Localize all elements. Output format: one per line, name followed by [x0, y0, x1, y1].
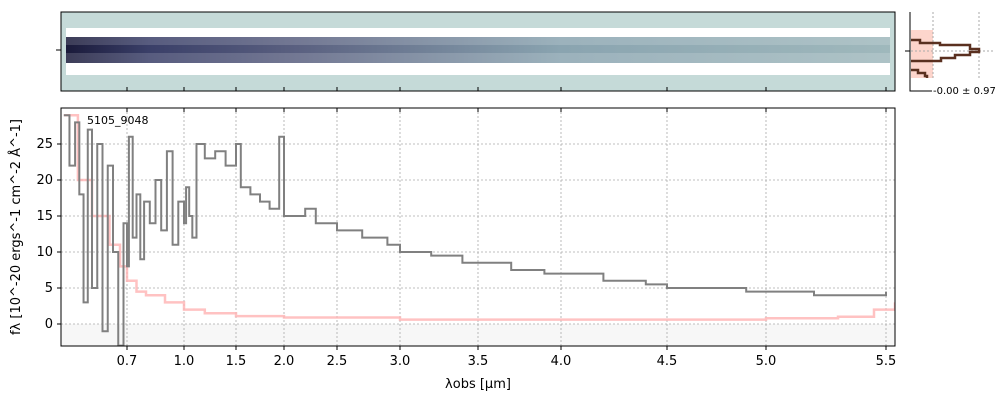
x-tick-label: 5.5: [876, 354, 897, 369]
y-tick-label: 0: [45, 317, 53, 332]
histogram-label: -0.00 ± 0.97: [933, 86, 996, 97]
y-axis-label: fλ [10^-20 ergs^-1 cm^-2 Å^-1]: [8, 119, 24, 335]
x-tick-label: 4.0: [551, 354, 572, 369]
x-axis-label: λobs [μm]: [445, 377, 511, 392]
histogram-steps: [911, 38, 981, 78]
x-tick-label: 1.0: [174, 354, 195, 369]
x-tick-label: 2.0: [274, 354, 295, 369]
error-spectrum-line: [63, 113, 895, 321]
x-tick-label: 1.5: [226, 354, 247, 369]
y-tick-label: 25: [36, 137, 53, 152]
y-tick-label: 20: [36, 173, 53, 188]
y-tick-label: 15: [36, 209, 53, 224]
x-tick-label: 3.5: [468, 354, 489, 369]
x-tick-label: 0.7: [117, 354, 138, 369]
2d-spectrum-panel: [56, 11, 896, 92]
plot-frame: [60, 107, 896, 347]
negative-region-shade: [61, 324, 895, 346]
x-tick-label: 3.0: [390, 354, 411, 369]
histogram-panel: [905, 12, 995, 92]
object-id-label: 5105_9048: [87, 114, 149, 127]
y-tick-label: 10: [36, 245, 53, 260]
main-spectrum-panel: 0 5 10 15 20 25 0.7 1.0 1.5 2.0 2.5 3.0 3.5 4.0 4.5 5.0…: [36, 107, 897, 369]
x-tick-label: 2.5: [327, 354, 348, 369]
histogram-axes: [909, 12, 932, 92]
flux-spectrum-line: [63, 114, 887, 346]
2d-trace-core: [66, 45, 890, 53]
x-tick-label: 5.0: [756, 354, 777, 369]
x-tick-label: 4.5: [657, 354, 678, 369]
y-tick-label: 5: [45, 281, 53, 296]
